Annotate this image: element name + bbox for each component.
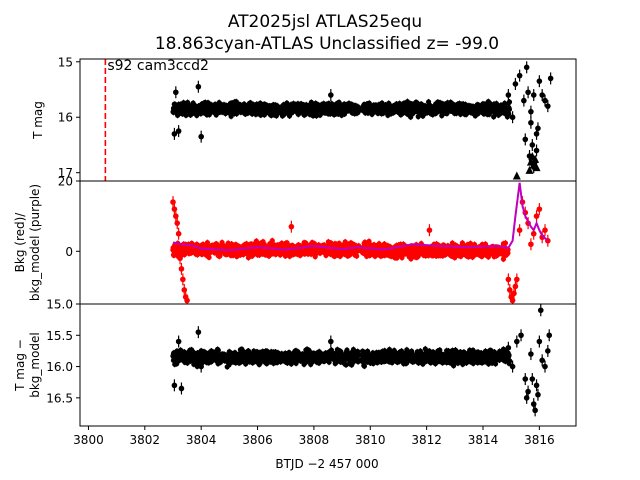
data-point	[542, 97, 548, 104]
data-point	[512, 81, 519, 87]
data-point	[530, 92, 537, 98]
data-point	[328, 92, 334, 98]
figure-title-line2: 18.863cyan-ATLAS Unclassified z= -99.0	[155, 34, 499, 54]
data-point	[525, 89, 531, 96]
data-point	[509, 114, 516, 121]
data-point	[547, 75, 554, 82]
data-point	[529, 142, 536, 148]
upper-limit-marker	[512, 171, 521, 180]
data-point	[533, 147, 540, 154]
data-point	[206, 254, 212, 260]
data-point	[528, 119, 534, 126]
figure-title-line1: AT2025jsl ATLAS25equ	[228, 12, 422, 32]
data-point	[506, 106, 513, 113]
top-axes-frame	[79, 58, 577, 182]
data-point	[195, 83, 202, 90]
data-point	[171, 131, 178, 137]
upper-limit-marker	[532, 163, 541, 172]
data-point	[522, 136, 529, 143]
panel-annotation: s92 cam3ccd2	[107, 58, 209, 74]
data-point	[183, 112, 189, 118]
data-point	[523, 64, 530, 71]
data-point	[536, 78, 543, 84]
data-point	[204, 239, 211, 246]
upper-limit-marker	[525, 165, 534, 174]
data-point	[198, 133, 204, 140]
top-panel: s92 cam3ccd2 15 16 17 T mag	[31, 55, 577, 182]
top-y-axis-label: T mag	[31, 101, 45, 140]
top-plot-area	[170, 61, 554, 180]
data-point	[521, 97, 527, 104]
data-point	[284, 240, 290, 246]
data-point	[516, 72, 523, 79]
y-tick-label: 15	[58, 55, 73, 69]
data-point	[175, 128, 182, 134]
y-tick-label: 17	[58, 166, 73, 180]
upper-limit-marker	[531, 154, 540, 163]
data-point	[539, 92, 545, 98]
data-point	[505, 92, 512, 98]
y-tick-label: 16	[58, 111, 73, 125]
data-point	[528, 108, 534, 115]
data-point	[173, 89, 179, 96]
middle-plot-area	[170, 182, 551, 304]
data-point	[545, 103, 551, 109]
data-point	[506, 110, 512, 117]
data-point	[535, 125, 541, 132]
data-point	[506, 99, 513, 105]
